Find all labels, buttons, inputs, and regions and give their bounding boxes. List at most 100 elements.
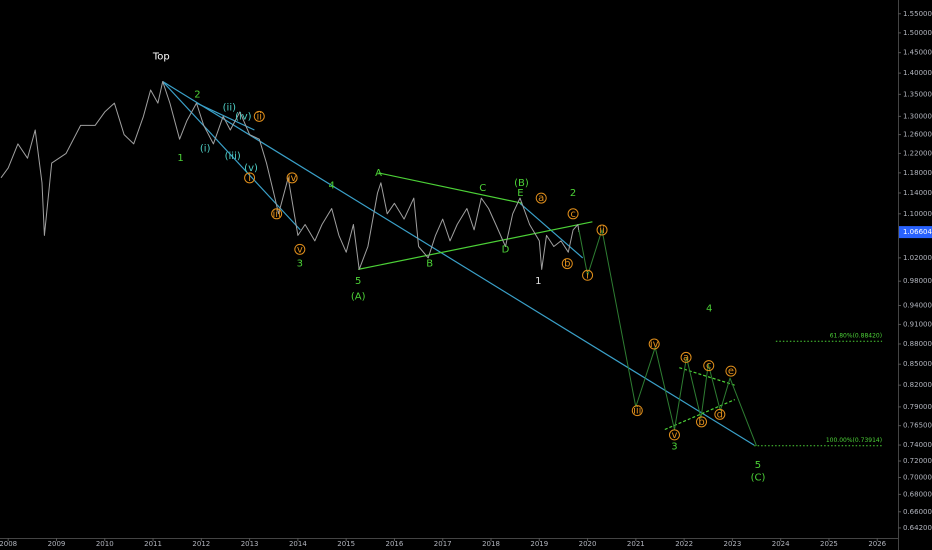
wave-circle [244,172,256,184]
wave-circle [680,351,692,363]
x-tick-label: 2012 [192,540,210,548]
wave-label: (iii) [225,151,241,162]
x-tick-label: 2016 [386,540,404,548]
wave-label: E [517,188,523,199]
wave-label: 3 [297,259,303,270]
x-tick-label: 2015 [337,540,355,548]
trendline [196,102,255,131]
wave-label: b [698,417,704,428]
x-tick-label: 2024 [772,540,790,548]
wave-label: 4 [328,180,334,191]
wave-label: 3 [671,442,677,453]
trendline [378,172,523,204]
y-tick-label: 0.82000 [903,381,932,389]
price-line [578,229,757,446]
wave-label: v [672,430,678,441]
wave-label: v [297,244,303,255]
y-tick-label: 0.79000 [903,403,932,411]
x-tick-label: 2010 [96,540,114,548]
y-tick-label: 0.68000 [903,490,932,498]
wave-circle [668,429,680,441]
wave-circle [567,208,579,220]
x-tick-label: 2009 [48,540,66,548]
wave-label: A [375,168,382,179]
wave-label: iii [633,406,641,417]
wave-circle [294,243,306,255]
wave-label: b [564,259,570,270]
wave-label: d [717,409,723,420]
trendline [664,399,736,431]
y-tick-label: 1.02000 [903,254,932,262]
x-tick-label: 2025 [820,540,838,548]
wave-circle [648,338,660,350]
x-tick-label: 2014 [289,540,307,548]
x-tick-label: 2026 [868,540,886,548]
y-tick-label: 1.18000 [903,169,932,177]
wave-circle [286,172,298,184]
y-tick-label: 0.74000 [903,441,932,449]
wave-label: (iv) [235,111,252,122]
x-tick-label: 2013 [241,540,259,548]
wave-label: 5 [755,460,761,471]
wave-label: D [502,244,510,255]
x-tick-label: 2022 [675,540,693,548]
wave-circle [253,110,265,122]
wave-label: 2 [194,89,200,100]
y-tick-label: 1.40000 [903,69,932,77]
wave-label: iv [650,339,659,350]
y-tick-label: 1.55000 [903,10,932,18]
wave-label: (v) [244,163,258,174]
x-tick-label: 2017 [434,540,452,548]
y-tick-label: 0.98000 [903,277,932,285]
trendline [162,80,755,446]
wave-label: (C) [751,472,766,483]
last-price-label: 1.06604 [903,228,932,236]
wave-label: 4 [706,304,712,315]
wave-circle [714,408,726,420]
y-tick-label: 0.64200 [903,524,932,532]
wave-label: ii [599,225,605,236]
x-tick-label: 2021 [627,540,645,548]
wave-label: C [479,183,486,194]
wave-label: 2 [570,188,576,199]
wave-label: iv [288,173,297,184]
x-tick-label: 2018 [482,540,500,548]
wave-label: 1 [177,153,183,164]
x-tick-label: 2023 [723,540,741,548]
wave-label: (ii) [223,102,236,113]
wave-label: (B) [514,178,529,189]
y-tick-label: 1.35000 [903,90,932,98]
price-line [0,81,580,270]
y-tick-label: 1.45000 [903,49,932,57]
wave-label: i [586,270,589,281]
y-tick-label: 1.10000 [903,210,932,218]
y-tick-label: 0.66000 [903,508,932,516]
y-tick-label: 1.26000 [903,131,932,139]
y-tick-label: 0.72000 [903,457,932,465]
fib-level-label: 61.80%(0.88420) [830,333,882,340]
wave-circle [703,360,715,372]
y-tick-label: 0.70000 [903,473,932,481]
y-tick-label: 1.30000 [903,112,932,120]
wave-circle [696,416,708,428]
wave-circle [631,405,643,417]
x-tick-label: 2019 [530,540,548,548]
wave-label: ii [256,111,262,122]
wave-label: e [728,366,734,377]
wave-label: 5 [355,276,361,287]
wave-label: 1 [535,276,541,287]
wave-circle [535,192,547,204]
y-tick-label: 1.14000 [903,189,932,197]
wave-label: a [538,193,544,204]
wave-circle [596,224,608,236]
wave-label: a [683,352,689,363]
wave-label: (A) [351,291,366,302]
wave-label: i [248,173,251,184]
wave-label: c [570,209,576,220]
wave-circle [582,269,594,281]
y-tick-label: 0.94000 [903,302,932,310]
last-price-tag [899,226,932,239]
fib-level-label: 100.00%(0.73914) [826,437,882,444]
